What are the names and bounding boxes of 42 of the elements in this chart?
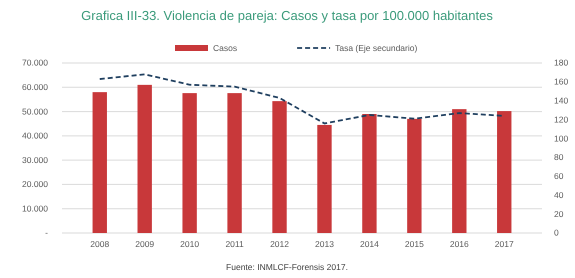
y2-tick-label: 140 (554, 96, 568, 106)
bar (138, 84, 152, 233)
y2-tick-label: 20 (554, 208, 564, 219)
x-tick-label: 2009 (135, 239, 154, 250)
y2-tick-label: 160 (554, 76, 568, 87)
chart-title: Grafica III-33. Violencia de pareja: Casos y tasa por 100.000 habitantes (81, 8, 494, 23)
bar (497, 111, 512, 233)
bar (317, 124, 332, 233)
y-tick-label: 40.000 (22, 130, 48, 141)
y2-tick-label: 100 (554, 133, 568, 144)
bar (362, 114, 377, 233)
y2-tick-label: 60 (554, 171, 564, 182)
y-tick-label: 30.000 (22, 154, 48, 165)
y-tick-label: 50.000 (22, 106, 48, 116)
y-tick-label: 70.000 (22, 58, 48, 68)
x-tick-label: 2012 (270, 239, 290, 250)
x-tick-label: 2008 (90, 239, 110, 250)
x-tick-label: 2011 (225, 239, 244, 250)
bar (272, 101, 287, 233)
x-tick-label: 2017 (494, 239, 514, 250)
legend-label: Casos (213, 43, 238, 53)
y-tick-label: - (45, 228, 48, 238)
x-tick-label: 2013 (315, 239, 334, 250)
x-tick-label: 2010 (180, 239, 200, 250)
y2-tick-label: 80 (554, 152, 564, 162)
x-tick-label: 2016 (450, 239, 470, 250)
y2-tick-label: 40 (554, 190, 564, 200)
bar (227, 93, 242, 233)
bar (407, 118, 422, 233)
y-tick-label: 20.000 (22, 179, 48, 190)
x-tick-label: 2015 (404, 239, 424, 250)
bar (92, 92, 107, 233)
y-tick-label: 60.000 (22, 82, 48, 92)
bar (452, 109, 466, 233)
source-note: Fuente: INMLCF-Forensis 2017. (226, 262, 348, 272)
legend-label: Tasa (Eje secundario) (335, 43, 418, 53)
y2-tick-label: 180 (554, 58, 568, 68)
y2-tick-label: 120 (554, 114, 568, 124)
bar (182, 93, 197, 233)
x-tick-label: 2014 (360, 239, 380, 250)
y-tick-label: 10.000 (22, 203, 48, 214)
y2-tick-label: 0 (554, 228, 559, 238)
